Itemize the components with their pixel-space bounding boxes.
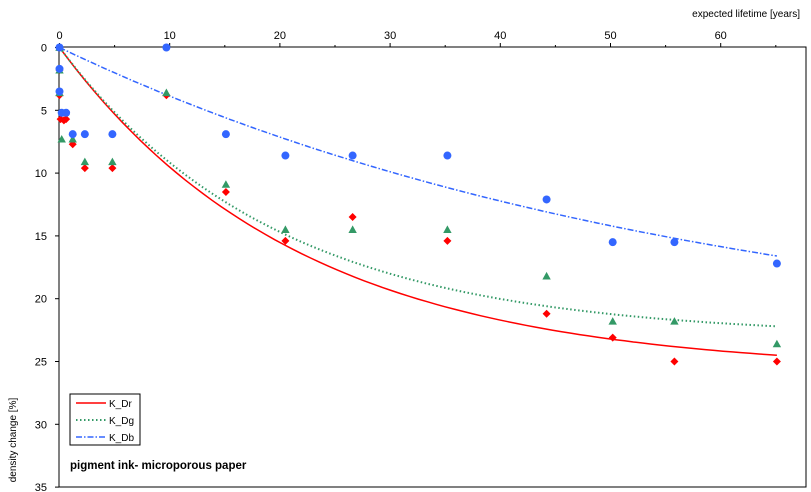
x-tick-label: 50 [604, 30, 616, 42]
plot-area [58, 46, 807, 488]
y-tick-label: 0 [41, 43, 47, 55]
y-tick-label: 10 [35, 168, 47, 180]
marker-triangle [281, 225, 290, 233]
marker-circle [108, 130, 117, 139]
marker-circle [348, 151, 357, 160]
legend-label-k-db: K_Db [109, 433, 134, 444]
x-tick-label: 20 [274, 30, 286, 42]
fit-line-k-dr [58, 47, 777, 356]
marker-triangle [68, 134, 77, 143]
y-tick-label: 25 [35, 357, 47, 369]
x-axis-ticks: 0 10 20 30 40 50 60 [56, 30, 777, 47]
legend-label-k-dg: K_Dg [109, 416, 134, 427]
marker-triangle [221, 180, 231, 188]
legend: K_Dr K_Dg K_Db [69, 393, 141, 446]
marker-diamond [608, 333, 617, 342]
legend-label-k-dr: K_Dr [109, 399, 132, 410]
marker-diamond [108, 164, 117, 173]
fit-line-k-db [59, 46, 778, 257]
y-axis-ticks: 0 5 10 15 20 25 30 35 [35, 43, 59, 492]
y-axis-title: density change [%] [8, 398, 19, 483]
marker-circle [542, 195, 551, 204]
marker-triangle [608, 317, 617, 325]
marker-triangle [80, 157, 90, 166]
y-tick-label: 15 [35, 231, 47, 243]
marker-diamond [62, 115, 71, 124]
marker-diamond [542, 309, 551, 318]
x-tick-label: 60 [715, 30, 727, 42]
marker-circle [162, 43, 171, 52]
marker-diamond [772, 357, 781, 366]
y-tick-label: 20 [35, 294, 47, 306]
marker-circle [772, 259, 781, 268]
x-tick-label: 40 [494, 30, 506, 42]
marker-circle [62, 108, 71, 117]
marker-triangle [542, 271, 551, 280]
fit-line-k-dg [58, 46, 777, 328]
marker-triangle [443, 225, 452, 233]
x-tick-label: 30 [384, 30, 396, 42]
marker-triangle [162, 88, 171, 97]
marker-triangle [108, 157, 117, 166]
marker-diamond [281, 236, 290, 245]
data-markers [55, 43, 782, 366]
marker-circle [55, 43, 64, 52]
marker-circle [55, 64, 64, 73]
marker-circle [608, 238, 617, 247]
marker-circle [68, 130, 77, 139]
marker-diamond [221, 187, 230, 196]
marker-diamond [443, 236, 452, 245]
marker-diamond [80, 164, 89, 173]
y-tick-label: 30 [35, 419, 47, 431]
marker-circle [80, 130, 89, 139]
marker-circle [55, 87, 64, 96]
marker-triangle [670, 317, 679, 325]
marker-diamond [670, 357, 679, 366]
y-tick-label: 5 [41, 105, 47, 117]
marker-circle [281, 151, 290, 160]
x-tick-label: 10 [164, 30, 176, 42]
y-tick-label: 35 [35, 482, 47, 492]
fit-lines [58, 46, 778, 356]
marker-circle [443, 151, 452, 160]
x-tick-label: 0 [56, 30, 62, 42]
marker-triangle [772, 339, 782, 348]
marker-circle [221, 130, 230, 139]
marker-circle [670, 238, 679, 247]
marker-triangle [57, 134, 66, 143]
x-axis-title: expected lifetime [years] [692, 9, 800, 20]
marker-diamond [348, 213, 357, 222]
marker-triangle [348, 225, 357, 233]
chart-annotation: pigment ink- microporous paper [70, 460, 247, 472]
